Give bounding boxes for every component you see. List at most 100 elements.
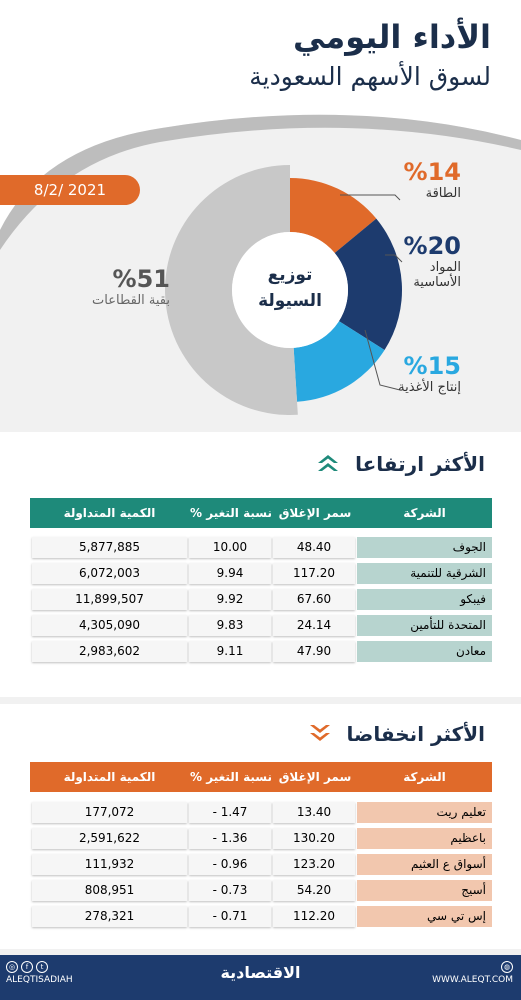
- company-cell: تعليم ريت: [357, 802, 492, 823]
- close-cell: 47.90: [273, 641, 355, 662]
- table-row: المتحدة للتأمين 24.14 9.83 4,305,090: [30, 615, 492, 636]
- close-cell: 123.20: [273, 854, 355, 875]
- segment-label-food: %15 إنتاج الأغذية: [398, 352, 461, 395]
- segment-name: الطاقة: [425, 186, 461, 201]
- donut-slice-0: [290, 178, 377, 254]
- website-text: WWW.ALEQT.COM: [432, 975, 513, 985]
- donut-hole: [232, 232, 348, 348]
- losers-table-header: الشركة سمر الإغلاق نسبة التغير % الكمية …: [30, 762, 492, 792]
- liquidity-donut-chart: [164, 165, 403, 415]
- close-cell: 13.40: [273, 802, 355, 823]
- change-cell: 1.47 -: [189, 802, 271, 823]
- segment-name: إنتاج الأغذية: [398, 380, 461, 395]
- change-cell: 0.71 -: [189, 906, 271, 927]
- segment-name: المواد: [429, 260, 461, 275]
- segment-label-others: %51 بقية القطاعات: [60, 265, 170, 308]
- table-row: أسيج 54.20 0.73 -808,951: [30, 880, 492, 901]
- volume-cell: 11,899,507: [32, 589, 187, 610]
- change-cell: 1.36 -: [189, 828, 271, 849]
- segment-name-2: الأساسية: [413, 275, 461, 290]
- website[interactable]: ◍ WWW.ALEQT.COM: [432, 961, 513, 985]
- twitter-icon[interactable]: t: [36, 961, 48, 973]
- losers-title-text: الأكثر انخفاضا: [346, 722, 485, 746]
- page-subtitle: لسوق الأسهم السعودية: [249, 62, 491, 91]
- gainers-table-header: الشركة سمر الإغلاق نسبة التغير % الكمية …: [30, 498, 492, 528]
- volume-cell: 5,877,885: [32, 537, 187, 558]
- segment-label-energy: %14 الطاقة: [404, 158, 461, 201]
- company-cell: أسواق ع العثيم: [357, 854, 492, 875]
- company-cell: أسيج: [357, 880, 492, 901]
- volume-cell: 4,305,090: [32, 615, 187, 636]
- col-company: الشركة: [403, 770, 446, 784]
- table-row: تعليم ريت 13.40 1.47 -177,072: [30, 802, 492, 823]
- donut-center-label: توزيع السيولة: [250, 262, 330, 314]
- facebook-icon[interactable]: f: [21, 961, 33, 973]
- footer-bar: ◎ f t ALEQTISADIAH الاقتصادية ◍ WWW.ALEQ…: [0, 955, 521, 1000]
- col-close: سمر الإغلاق: [278, 506, 352, 520]
- segment-name: بقية القطاعات: [92, 293, 170, 308]
- table-row: باعظيم 130.20 1.36 -2,591,622: [30, 828, 492, 849]
- page-title: الأداء اليومي: [293, 18, 491, 56]
- change-cell: 10.00: [189, 537, 271, 558]
- company-cell: المتحدة للتأمين: [357, 615, 492, 636]
- donut-slice-2: [293, 321, 385, 402]
- company-cell: إس تي سي: [357, 906, 492, 927]
- social-icons: ◎ f t: [6, 961, 73, 973]
- volume-cell: 808,951: [32, 880, 187, 901]
- close-cell: 48.40: [273, 537, 355, 558]
- change-cell: 0.96 -: [189, 854, 271, 875]
- close-cell: 112.20: [273, 906, 355, 927]
- close-cell: 117.20: [273, 563, 355, 584]
- table-row: معادن 47.90 9.11 2,983,602: [30, 641, 492, 662]
- chevrons-down-icon: [308, 722, 332, 749]
- leader-line-1: [385, 254, 403, 263]
- segment-pct: %14: [403, 158, 461, 186]
- change-cell: 9.92: [189, 589, 271, 610]
- close-cell: 67.60: [273, 589, 355, 610]
- col-volume: الكمية المتداولة: [63, 506, 156, 520]
- table-row: إس تي سي 112.20 0.71 -278,321: [30, 906, 492, 927]
- change-cell: 9.11: [189, 641, 271, 662]
- col-company: الشركة: [403, 506, 446, 520]
- volume-cell: 2,983,602: [32, 641, 187, 662]
- table-row: الجوف 48.40 10.00 5,877,885: [30, 537, 492, 558]
- donut-slice-3: [164, 165, 298, 415]
- table-row: أسواق ع العثيم 123.20 0.96 -111,932: [30, 854, 492, 875]
- change-cell: 9.94: [189, 563, 271, 584]
- social-handle: ◎ f t ALEQTISADIAH: [6, 961, 73, 985]
- close-cell: 24.14: [273, 615, 355, 636]
- company-cell: الجوف: [357, 537, 492, 558]
- segment-pct: %20: [403, 232, 461, 260]
- gainers-title: الأكثر ارتفاعا: [316, 452, 485, 479]
- volume-cell: 278,321: [32, 906, 187, 927]
- segment-label-materials: %20 المواد الأساسية: [404, 232, 461, 290]
- leader-line-2: [364, 329, 401, 391]
- col-close: سمر الإغلاق: [278, 770, 352, 784]
- instagram-icon[interactable]: ◎: [6, 961, 18, 973]
- donut-center-line1: توزيع: [267, 265, 313, 285]
- segment-pct: %15: [403, 352, 461, 380]
- leader-line-0: [340, 194, 401, 201]
- close-cell: 130.20: [273, 828, 355, 849]
- volume-cell: 2,591,622: [32, 828, 187, 849]
- change-cell: 0.73 -: [189, 880, 271, 901]
- col-change: نسبة التغير %: [190, 770, 272, 784]
- company-cell: فيبكو: [357, 589, 492, 610]
- close-cell: 54.20: [273, 880, 355, 901]
- volume-cell: 111,932: [32, 854, 187, 875]
- volume-cell: 6,072,003: [32, 563, 187, 584]
- col-change: نسبة التغير %: [190, 506, 272, 520]
- header-background: [0, 0, 521, 250]
- handle-text: ALEQTISADIAH: [6, 975, 73, 985]
- chevrons-up-icon: [316, 452, 340, 479]
- col-volume: الكمية المتداولة: [63, 770, 156, 784]
- losers-title: الأكثر انخفاضا: [308, 722, 485, 749]
- company-cell: معادن: [357, 641, 492, 662]
- brand-logo: الاقتصادية: [220, 963, 301, 982]
- table-row: الشرقية للتنمية 117.20 9.94 6,072,003: [30, 563, 492, 584]
- segment-pct: %51: [112, 265, 170, 293]
- company-cell: الشرقية للتنمية: [357, 563, 492, 584]
- company-cell: باعظيم: [357, 828, 492, 849]
- change-cell: 9.83: [189, 615, 271, 636]
- donut-center-line2: السيولة: [258, 291, 322, 311]
